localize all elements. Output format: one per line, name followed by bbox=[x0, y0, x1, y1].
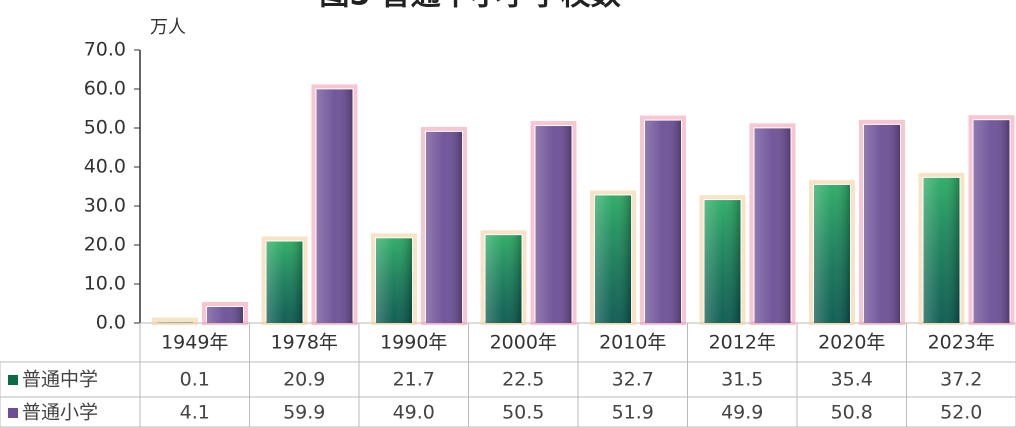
x-tick-label: 1949年 bbox=[161, 332, 228, 354]
cell: 20.9 bbox=[283, 369, 325, 391]
cell: 4.1 bbox=[180, 402, 210, 424]
bar-shade bbox=[266, 241, 303, 323]
cell: 31.5 bbox=[721, 369, 763, 391]
legend-swatch bbox=[8, 408, 18, 418]
chart-title: 图5 普通中小学学校数 bbox=[319, 0, 621, 13]
y-tick-label: 70.0 bbox=[84, 39, 126, 61]
bar-shade bbox=[376, 238, 412, 323]
x-tick-label: 2020年 bbox=[818, 332, 885, 354]
cell: 52.0 bbox=[940, 402, 982, 424]
bar-shade bbox=[704, 200, 741, 323]
cell: 51.9 bbox=[612, 402, 654, 424]
legend-swatch bbox=[8, 375, 18, 385]
bar-shade bbox=[814, 184, 850, 323]
cell: 22.5 bbox=[502, 369, 544, 391]
y-tick-label: 0.0 bbox=[96, 312, 126, 334]
bar-glow bbox=[152, 317, 198, 325]
y-tick-label: 50.0 bbox=[84, 117, 126, 139]
x-tick-label: 2000年 bbox=[490, 332, 557, 354]
bar-shade bbox=[645, 120, 681, 323]
bar-shade bbox=[923, 177, 960, 323]
cell: 50.8 bbox=[831, 402, 873, 424]
cell: 49.0 bbox=[393, 402, 435, 424]
cell: 32.7 bbox=[612, 369, 654, 391]
bar-shade bbox=[535, 126, 572, 323]
y-tick-label: 40.0 bbox=[84, 156, 126, 178]
cell: 59.9 bbox=[283, 402, 325, 424]
x-tick-label: 2023年 bbox=[928, 332, 995, 354]
cell: 35.4 bbox=[831, 369, 873, 391]
x-tick-label: 1978年 bbox=[271, 332, 338, 354]
cell: 37.2 bbox=[940, 369, 982, 391]
bar-shade bbox=[426, 131, 462, 323]
cell: 49.9 bbox=[721, 402, 763, 424]
x-tick-label: 1990年 bbox=[380, 332, 447, 354]
bar-shade bbox=[207, 307, 243, 323]
bar-shade bbox=[973, 120, 1010, 323]
bar-shade bbox=[316, 89, 353, 323]
cell: 50.5 bbox=[502, 402, 544, 424]
y-tick-label: 30.0 bbox=[84, 195, 126, 217]
x-tick-label: 2012年 bbox=[709, 332, 776, 354]
y-tick-label: 10.0 bbox=[84, 273, 126, 295]
cell: 0.1 bbox=[180, 369, 210, 391]
legend-label: 普通小学 bbox=[22, 402, 98, 424]
bar-shade bbox=[595, 195, 631, 323]
bar-shade bbox=[864, 124, 900, 323]
y-axis-label: 万人 bbox=[150, 17, 186, 38]
cell: 21.7 bbox=[393, 369, 435, 391]
bar-shade bbox=[485, 235, 522, 323]
x-tick-label: 2010年 bbox=[599, 332, 666, 354]
bar-shade bbox=[754, 128, 791, 323]
y-tick-label: 60.0 bbox=[84, 78, 126, 100]
legend-label: 普通中学 bbox=[22, 369, 98, 391]
y-tick-label: 20.0 bbox=[84, 234, 126, 256]
